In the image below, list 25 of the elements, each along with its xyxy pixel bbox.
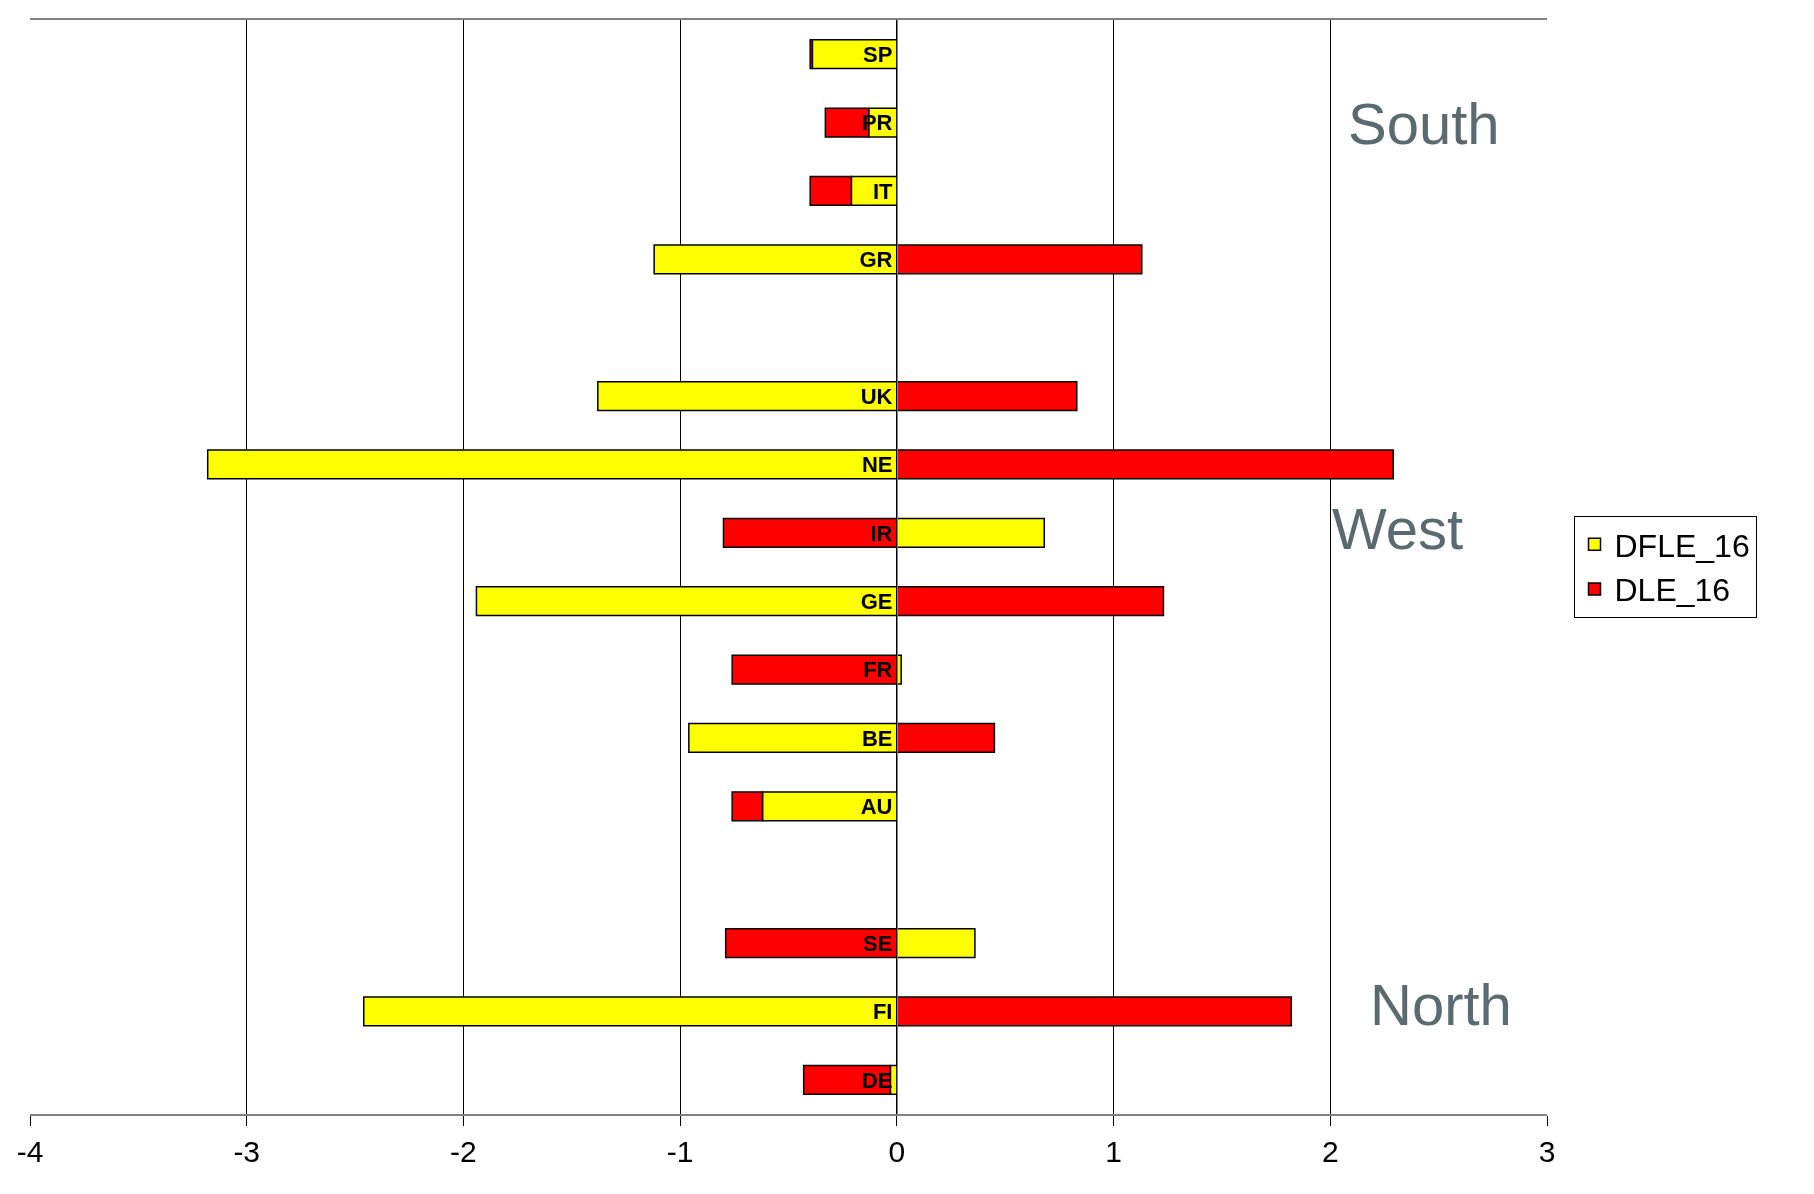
y-tick-label: FR [863,657,893,683]
legend-label: DFLE_16 [1614,527,1750,564]
y-tick-label: UK [860,383,893,409]
legend-label: DLE_16 [1614,572,1731,609]
y-tick-label: AU [860,794,893,820]
x-tick-label: -1 [666,1135,694,1168]
y-tick-label: FI [872,999,893,1025]
y-tick-label: NE [861,452,893,478]
y-tick-label: IR [870,520,893,546]
y-tick-label: GE [860,588,893,614]
annotation: North [1370,972,1512,1037]
x-tick-label: -2 [450,1135,477,1168]
x-tick-label: -4 [16,1135,44,1168]
x-tick-label: 1 [1105,1135,1122,1168]
y-tick-label: GR [859,247,893,273]
y-tick-label: BE [861,725,893,751]
y-tick-label: IT [872,178,894,204]
annotation: West [1332,496,1464,561]
annotation: South [1348,91,1500,156]
y-tick-label: SE [863,930,893,956]
y-tick-label: SP [863,41,893,67]
x-tick-label: 0 [888,1135,906,1168]
x-tick-label: 2 [1321,1135,1339,1168]
x-tick-label: -3 [233,1135,261,1168]
x-tick-label: 3 [1538,1135,1556,1168]
